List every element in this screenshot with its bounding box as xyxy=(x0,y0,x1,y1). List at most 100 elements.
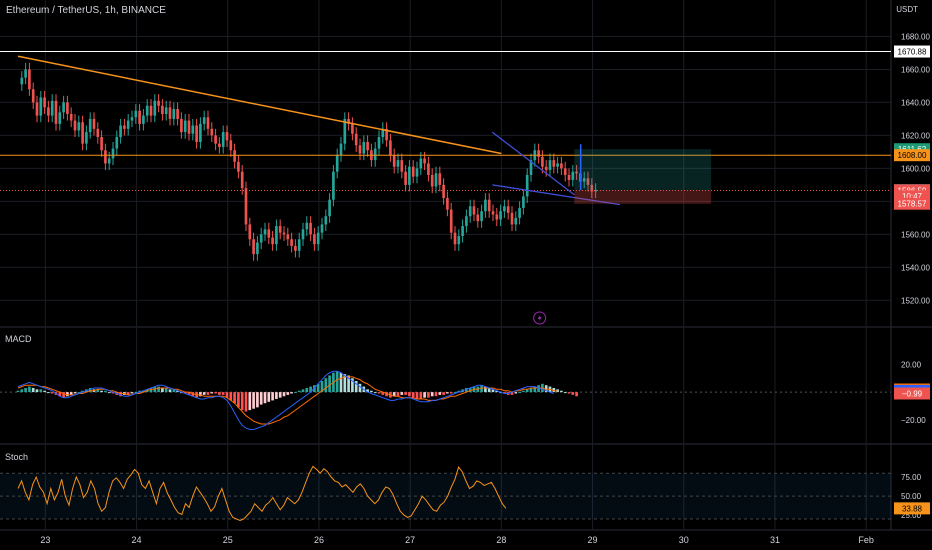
candle-body xyxy=(43,97,46,108)
candle-body xyxy=(111,148,115,159)
candle-body xyxy=(263,229,267,235)
candle-body xyxy=(199,123,202,142)
macd-histogram-bar xyxy=(563,392,567,394)
macd-histogram-bar xyxy=(221,392,225,395)
macd-histogram-bar xyxy=(370,390,373,393)
macd-histogram-bar xyxy=(567,392,571,394)
macd-histogram-bar xyxy=(187,392,191,395)
candle-body xyxy=(50,100,54,116)
candle-body xyxy=(419,158,423,169)
candle-body xyxy=(153,100,157,116)
macd-histogram-bar xyxy=(43,390,46,393)
macd-histogram-bar xyxy=(161,387,164,393)
macd-histogram-bar xyxy=(385,392,388,397)
candle-body xyxy=(400,160,404,172)
candle-body xyxy=(552,160,556,167)
candle-body xyxy=(343,118,347,144)
candle-body xyxy=(541,156,544,167)
macd-histogram-bar xyxy=(50,392,54,394)
candle-body xyxy=(161,105,164,114)
candle-body xyxy=(339,143,343,156)
macd-histogram-bar xyxy=(134,392,138,394)
macd-histogram-bar xyxy=(77,392,81,394)
candle-body xyxy=(191,125,195,134)
macd-histogram-bar xyxy=(282,392,286,397)
candle-body xyxy=(39,97,43,116)
macd-histogram-bar xyxy=(252,392,255,409)
candle-body xyxy=(430,174,434,187)
macd-histogram-bar xyxy=(286,392,290,395)
candle-body xyxy=(126,120,130,129)
candle-body xyxy=(259,234,263,243)
candle-body xyxy=(92,118,96,129)
macd-histogram-bar xyxy=(305,387,309,393)
price-tick-label: 1600.00 xyxy=(901,164,930,173)
macd-histogram-bar xyxy=(24,387,27,393)
macd-histogram-bar xyxy=(96,389,100,393)
macd-histogram-bar xyxy=(335,371,339,393)
candle-body xyxy=(164,107,168,114)
candle-body xyxy=(271,237,274,245)
macd-histogram-bar xyxy=(552,387,556,393)
macd-histogram-bar xyxy=(560,390,563,393)
date-tick-label: 30 xyxy=(679,535,689,545)
candle-body xyxy=(237,161,240,172)
candle-body xyxy=(119,125,122,138)
macd-histogram-bar xyxy=(529,387,533,393)
macd-histogram-bar xyxy=(210,392,214,394)
macd-histogram-bar xyxy=(522,390,525,393)
macd-histogram-bar xyxy=(126,392,130,395)
candle-body xyxy=(404,171,407,185)
candle-body xyxy=(66,102,69,114)
candle-body xyxy=(381,128,385,138)
candle-body xyxy=(168,107,172,119)
candle-body xyxy=(510,212,514,225)
price-label: 1578.57 xyxy=(898,200,927,209)
candle-body xyxy=(316,232,320,245)
macd-histogram-bar xyxy=(491,389,495,393)
candle-body xyxy=(373,148,377,161)
candle-body xyxy=(442,184,445,199)
macd-histogram-bar xyxy=(69,392,73,395)
candle-body xyxy=(225,132,229,141)
candle-body xyxy=(248,224,252,240)
macd-histogram-bar xyxy=(66,392,69,397)
macd-histogram-bar xyxy=(275,392,278,400)
date-tick-label: 26 xyxy=(314,535,324,545)
date-tick-label: 28 xyxy=(496,535,506,545)
macd-histogram-bar xyxy=(351,378,354,393)
macd-histogram-bar xyxy=(339,372,343,393)
candle-body xyxy=(332,171,335,200)
price-tick-label: 1540.00 xyxy=(901,263,930,272)
candle-body xyxy=(457,235,461,245)
candle-body xyxy=(525,174,529,197)
candle-body xyxy=(415,168,419,177)
macd-histogram-bar xyxy=(176,390,179,393)
candle-body xyxy=(20,77,24,85)
candle-body xyxy=(123,125,126,129)
candle-body xyxy=(362,142,366,154)
candle-body xyxy=(465,216,468,227)
candle-body xyxy=(229,140,233,151)
candle-body xyxy=(134,110,138,118)
macd-histogram-bar xyxy=(240,392,244,411)
price-label: 1670.88 xyxy=(898,48,927,57)
macd-histogram-bar xyxy=(484,386,487,393)
candle-body xyxy=(537,150,540,157)
candle-body xyxy=(503,206,506,212)
candle-body xyxy=(320,224,324,233)
candle-body xyxy=(313,234,316,245)
candle-body xyxy=(548,160,552,171)
macd-histogram-bar xyxy=(503,392,506,394)
candle-body xyxy=(233,150,236,162)
price-label: 1608.00 xyxy=(898,151,927,160)
stoch-tick-label: 75.00 xyxy=(901,473,922,482)
candle-body xyxy=(244,188,248,225)
date-tick-label: 23 xyxy=(40,535,50,545)
candle-body xyxy=(115,137,119,149)
macd-histogram-bar xyxy=(206,392,210,395)
candle-body xyxy=(290,239,293,246)
date-tick-label: 25 xyxy=(223,535,233,545)
macd-histogram-bar xyxy=(411,392,415,398)
